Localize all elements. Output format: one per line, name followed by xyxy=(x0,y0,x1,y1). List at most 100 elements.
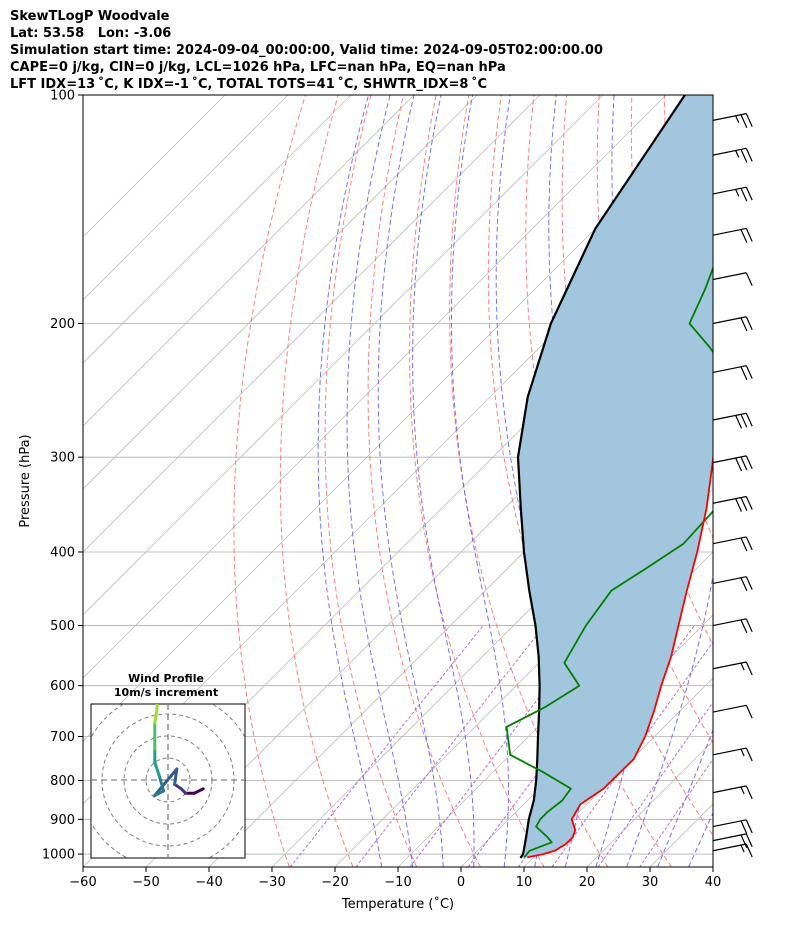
y-tick-label: 100 xyxy=(50,89,75,104)
moist-adiabat-line xyxy=(377,95,444,867)
wind-barbs xyxy=(712,113,753,858)
hodograph-trace xyxy=(153,767,179,797)
y-axis-label: Pressure (hPa) xyxy=(18,434,33,527)
mixing-ratio-line xyxy=(289,625,484,867)
x-tick-label: −40 xyxy=(195,875,222,890)
wind-barb xyxy=(712,272,753,286)
y-tick-label: 400 xyxy=(50,546,75,561)
y-tick-label: 1000 xyxy=(42,848,75,863)
x-tick-label: 30 xyxy=(642,875,659,890)
wind-barb xyxy=(712,412,753,429)
x-axis-label: Temperature (˚C) xyxy=(341,896,454,912)
profile-lines xyxy=(505,95,713,859)
wind-barb xyxy=(712,536,753,552)
wind-barb xyxy=(712,113,753,128)
wind-barb xyxy=(712,833,753,849)
hodograph-trace xyxy=(192,787,205,795)
isotherm-line xyxy=(397,551,713,867)
wind-barb xyxy=(712,576,753,591)
wind-barb xyxy=(712,455,753,472)
index-line: LFT IDX=13 ˚C, K IDX=-1 ˚C, TOTAL TOTS=4… xyxy=(10,77,488,92)
hodograph-trace xyxy=(157,774,166,793)
x-tick-label: −50 xyxy=(132,875,159,890)
dry-adiabat-line xyxy=(233,95,306,867)
hodograph-trace xyxy=(153,760,161,778)
isotherm-line xyxy=(83,95,478,490)
y-tick-label: 500 xyxy=(50,619,75,634)
x-axis: −60 −50 −40 −30 −20 −10 0 10 20 30 40 xyxy=(69,867,721,890)
dry-adiabat-line xyxy=(762,95,794,867)
isotherm-line xyxy=(523,677,713,867)
isotherm-line xyxy=(83,95,352,364)
mixing-ratio-line xyxy=(409,625,595,867)
hodograph-trace xyxy=(153,708,159,725)
x-tick-label: 10 xyxy=(516,875,533,890)
x-tick-label: 0 xyxy=(457,875,465,890)
hodograph-subtitle: 10m/s increment xyxy=(114,686,218,699)
dry-adiabat-line xyxy=(449,95,609,867)
isotherm-line xyxy=(712,866,713,867)
isotherm-line xyxy=(83,95,604,616)
dry-adiabat-line xyxy=(409,95,545,867)
wind-barb xyxy=(712,147,753,163)
moist-adiabat-line xyxy=(317,95,383,867)
isotherm-line xyxy=(83,95,226,238)
isotherm-line xyxy=(334,488,713,867)
isotherm-line xyxy=(83,95,415,427)
hodograph-ring xyxy=(145,757,191,803)
wind-barb xyxy=(712,227,753,243)
location-line: Lat: 53.58 Lon: -3.06 xyxy=(10,26,172,41)
x-tick-label: 20 xyxy=(579,875,596,890)
moist-adiabat-line xyxy=(495,95,549,867)
temperature-line xyxy=(527,437,713,859)
cape-line: CAPE=0 j/kg, CIN=0 j/kg, LCL=1026 hPa, L… xyxy=(10,60,506,75)
isotherm-line xyxy=(83,95,541,553)
x-tick-label: −60 xyxy=(69,875,96,890)
dewpoint-line xyxy=(505,265,713,858)
dry-adiabat-line xyxy=(279,95,354,867)
moist-adiabat-line xyxy=(450,95,509,867)
wind-barb xyxy=(712,785,753,800)
time-line: Simulation start time: 2024-09-04_00:00:… xyxy=(10,43,603,58)
wind-barb xyxy=(712,495,753,512)
chart-title: SkewTLogP Woodvale xyxy=(10,9,170,24)
hodograph-trace xyxy=(153,789,166,797)
y-tick-label: 800 xyxy=(50,774,75,789)
wind-barb xyxy=(712,618,753,634)
mixing-ratio-line xyxy=(355,625,545,867)
parcel-profile-line xyxy=(516,95,686,859)
mixing-ratio-line xyxy=(597,701,713,867)
wind-barb xyxy=(712,819,753,835)
chart-header: SkewTLogP Woodvale Lat: 53.58 Lon: -3.06… xyxy=(10,8,603,93)
wind-barb xyxy=(712,186,753,202)
mixing-ratio-line xyxy=(639,758,713,867)
wind-barb xyxy=(712,843,753,858)
wind-barb xyxy=(712,661,753,676)
dry-adiabat-line xyxy=(367,95,481,867)
isotherm-line xyxy=(83,95,289,301)
y-tick-label: 900 xyxy=(50,813,75,828)
wind-barb xyxy=(712,704,753,719)
y-tick-label: 300 xyxy=(50,451,75,466)
moist-adiabat-line xyxy=(346,95,413,867)
y-tick-label: 200 xyxy=(50,317,75,332)
isotherm-line xyxy=(776,95,794,867)
y-tick-label: 600 xyxy=(50,679,75,694)
dry-adiabat-line xyxy=(730,95,794,867)
moist-adiabat-line xyxy=(657,728,713,867)
x-tick-label: −20 xyxy=(321,875,348,890)
dry-adiabat-line xyxy=(324,95,418,867)
moist-adiabat-line xyxy=(412,95,475,867)
x-tick-label: −10 xyxy=(384,875,411,890)
x-tick-label: −30 xyxy=(258,875,285,890)
moist-adiabat-line xyxy=(626,95,713,867)
hodograph-title: Wind Profile xyxy=(128,672,204,685)
wind-barb xyxy=(712,316,753,332)
wind-barb xyxy=(712,365,753,381)
wind-barb xyxy=(712,747,753,762)
y-tick-label: 700 xyxy=(50,730,75,745)
y-axis: 100 200 300 400 500 600 700 800 900 1000 xyxy=(42,89,83,863)
x-tick-label: 40 xyxy=(705,875,722,890)
